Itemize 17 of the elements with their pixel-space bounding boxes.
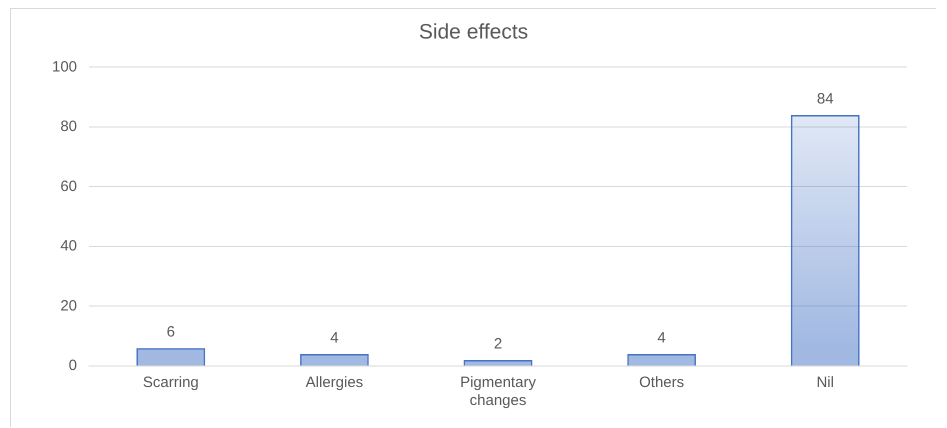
y-tick-label: 20 <box>60 297 78 314</box>
x-tick-label: Allergies <box>306 374 364 392</box>
x-tick-label: Scarring <box>142 374 199 392</box>
x-tick-label: Others <box>639 374 684 392</box>
x-tick-label: Pigmentary changes <box>460 374 536 410</box>
chart-title: Side effects <box>418 20 528 44</box>
data-label: 4 <box>330 330 339 347</box>
y-tick-label: 80 <box>60 118 78 136</box>
data-label: 2 <box>494 336 502 353</box>
data-label: 6 <box>166 324 175 341</box>
y-tick-label: 40 <box>60 238 78 255</box>
x-tick-label: Nil <box>816 374 834 392</box>
y-tick-label: 0 <box>68 357 78 374</box>
data-label: 4 <box>657 330 666 347</box>
y-tick-label: 100 <box>52 58 78 76</box>
y-tick-label: 60 <box>60 178 78 195</box>
data-label: 84 <box>816 90 834 108</box>
